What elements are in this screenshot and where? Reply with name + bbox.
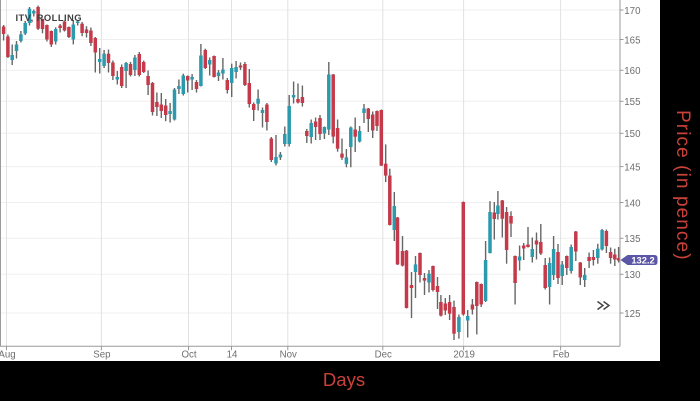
- svg-text:140: 140: [624, 198, 641, 209]
- svg-text:145: 145: [624, 162, 640, 173]
- svg-text:125: 125: [624, 309, 640, 320]
- svg-text:165: 165: [624, 35, 640, 46]
- svg-text:130: 130: [624, 270, 641, 281]
- svg-text:155: 155: [624, 97, 640, 108]
- svg-text:Aug: Aug: [0, 350, 16, 361]
- svg-text:Sep: Sep: [93, 350, 110, 361]
- svg-text:Feb: Feb: [553, 350, 570, 361]
- svg-text:160: 160: [624, 66, 641, 77]
- svg-text:14: 14: [227, 350, 238, 361]
- svg-text:Nov: Nov: [280, 350, 297, 361]
- svg-text:Dec: Dec: [375, 350, 392, 361]
- svg-text:135: 135: [624, 234, 640, 245]
- svg-text:150: 150: [624, 129, 641, 140]
- svg-text:170: 170: [624, 6, 641, 17]
- svg-text:Oct: Oct: [181, 350, 196, 361]
- svg-text:2019: 2019: [453, 350, 475, 361]
- svg-text:132.2: 132.2: [631, 255, 654, 265]
- svg-text:ITV, ROLLING: ITV, ROLLING: [16, 12, 83, 23]
